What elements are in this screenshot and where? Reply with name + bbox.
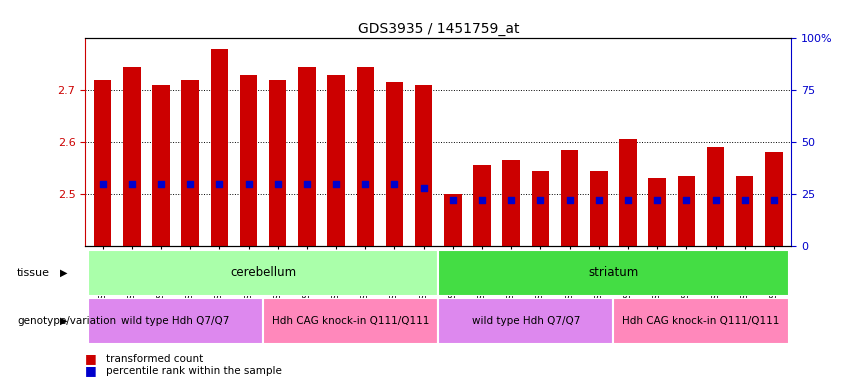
Text: percentile rank within the sample: percentile rank within the sample [106,366,283,376]
Point [738,197,751,203]
Point [563,197,576,203]
Bar [736,176,753,246]
Bar [240,75,257,246]
Bar [123,67,140,246]
Bar [88,250,438,296]
Bar [532,170,549,246]
Point [358,180,372,187]
Bar [181,80,199,246]
Point [505,197,518,203]
Text: ▶: ▶ [60,316,67,326]
Bar [561,150,579,246]
Bar [386,83,403,246]
Text: cerebellum: cerebellum [230,266,296,279]
Bar [444,194,461,246]
Text: tissue: tissue [17,268,50,278]
Point [213,180,226,187]
Bar [473,166,491,246]
Point [680,197,694,203]
Text: Hdh CAG knock-in Q111/Q111: Hdh CAG knock-in Q111/Q111 [272,316,430,326]
Bar [94,80,111,246]
Bar [648,179,666,246]
Text: transformed count: transformed count [106,354,203,364]
Point [592,197,606,203]
Bar [152,85,169,246]
Point [621,197,635,203]
Point [534,197,547,203]
Point [767,197,780,203]
Point [650,197,664,203]
Bar [415,85,432,246]
Bar [614,298,789,344]
Point [709,197,722,203]
Text: ▶: ▶ [60,268,67,278]
Point [475,197,488,203]
Bar [502,160,520,246]
Bar [263,298,438,344]
Bar [620,139,637,246]
Bar [269,80,287,246]
Point [388,180,402,187]
Point [183,180,197,187]
Bar [765,152,783,246]
Text: wild type Hdh Q7/Q7: wild type Hdh Q7/Q7 [471,316,580,326]
Text: wild type Hdh Q7/Q7: wild type Hdh Q7/Q7 [122,316,230,326]
Point [446,197,460,203]
Bar [328,75,345,246]
Bar [357,67,374,246]
Point [329,180,343,187]
Bar [707,147,724,246]
Text: genotype/variation: genotype/variation [17,316,116,326]
Text: ■: ■ [85,364,97,377]
Bar [298,67,316,246]
Bar [438,298,614,344]
Point [300,180,314,187]
Bar [438,250,789,296]
Point [154,180,168,187]
Text: striatum: striatum [588,266,638,279]
Point [417,185,431,191]
Point [96,180,110,187]
Bar [677,176,695,246]
Point [271,180,284,187]
Title: GDS3935 / 1451759_at: GDS3935 / 1451759_at [357,22,519,36]
Bar [590,170,608,246]
Bar [88,298,263,344]
Bar [210,49,228,246]
Point [125,180,139,187]
Text: Hdh CAG knock-in Q111/Q111: Hdh CAG knock-in Q111/Q111 [622,316,780,326]
Text: ■: ■ [85,353,97,366]
Point [242,180,255,187]
